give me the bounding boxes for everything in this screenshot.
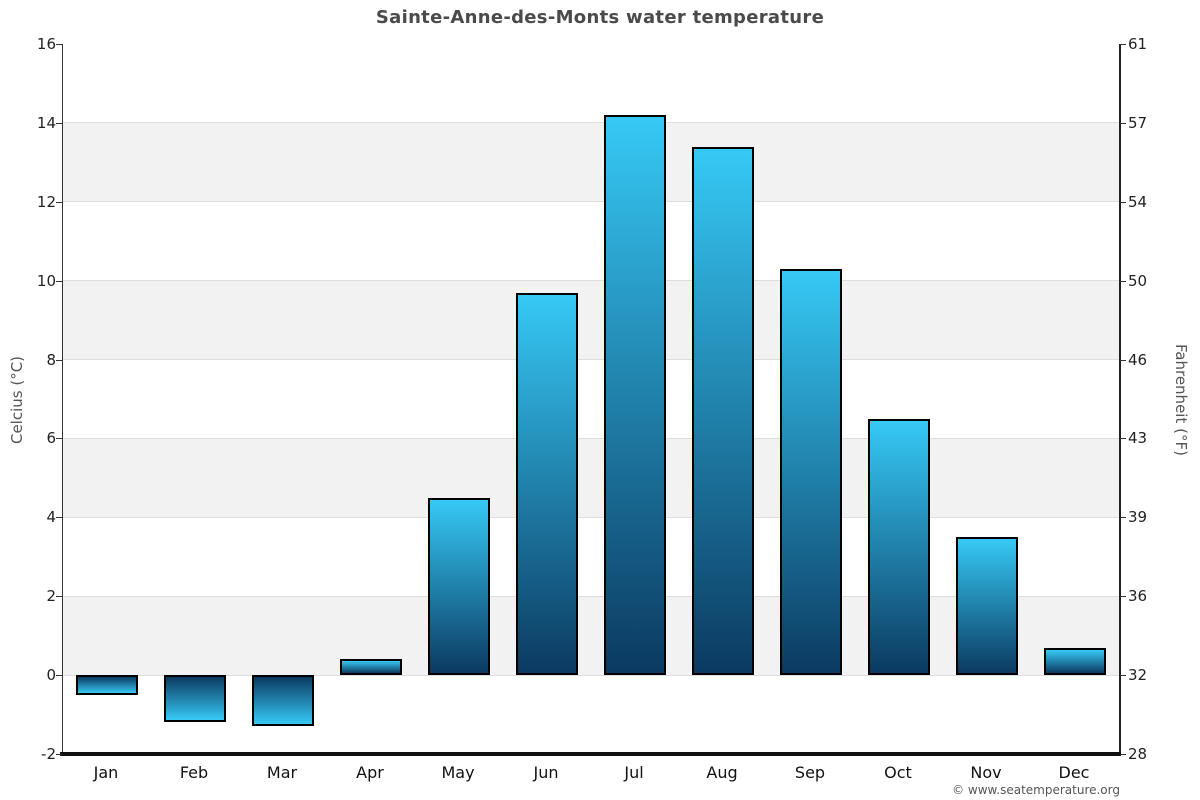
bar-oct [868,418,930,676]
fahrenheit-tick-mark [1120,201,1126,203]
gridline [63,280,1119,282]
celsius-tick-label: 6 [46,429,56,448]
fahrenheit-tick-label: 28 [1128,745,1148,763]
bar-feb [164,675,226,723]
bar-aug [692,146,754,676]
celsius-tick-label: 2 [46,587,56,606]
month-label-jul: Jul [624,763,644,782]
copyright-attribution: © www.seatemperature.org [952,783,1120,797]
background-band [63,517,1119,597]
month-label-sep: Sep [794,763,826,782]
fahrenheit-tick-label: 39 [1128,508,1148,527]
fahrenheit-tick-label: 46 [1128,350,1148,369]
celsius-tick-label: -2 [41,745,56,763]
bar-jun [516,292,578,676]
fahrenheit-tick-label: 50 [1128,271,1148,290]
fahrenheit-axis-title: Fahrenheit (°F) [1172,344,1190,456]
background-band [63,280,1119,360]
gridline [63,359,1119,361]
x-axis-line [60,752,1121,756]
celsius-tick-label: 0 [46,666,56,685]
gridline [63,122,1119,124]
celsius-tick-mark [56,122,62,124]
fahrenheit-tick-mark [1120,675,1126,677]
celsius-tick-label: 8 [46,350,56,369]
background-band [63,122,1119,202]
celsius-tick-mark [56,517,62,519]
celsius-tick-mark [56,201,62,203]
celsius-tick-label: 14 [36,113,56,132]
month-label-jan: Jan [93,763,119,782]
bar-nov [956,537,1018,676]
gridline [63,201,1119,203]
celsius-tick-label: 10 [36,271,56,290]
month-label-nov: Nov [970,763,1002,782]
month-label-oct: Oct [884,763,912,782]
celsius-tick-mark [56,754,62,755]
bar-dec [1044,647,1106,676]
fahrenheit-tick-mark [1120,280,1126,282]
background-band [63,201,1119,281]
celsius-tick-mark [56,280,62,282]
bar-may [428,497,490,676]
fahrenheit-tick-mark [1120,44,1126,45]
celsius-tick-label: 16 [36,35,56,53]
fahrenheit-tick-label: 61 [1128,35,1148,53]
fahrenheit-tick-label: 36 [1128,587,1148,606]
bar-apr [340,659,402,676]
fahrenheit-tick-mark [1120,122,1126,124]
bar-jul [604,115,666,676]
background-band [63,44,1119,123]
fahrenheit-tick-label: 32 [1128,666,1148,685]
gridline [63,674,1119,676]
celsius-tick-label: 4 [46,508,56,527]
celsius-tick-label: 12 [36,192,56,211]
month-label-jun: Jun [533,763,559,782]
month-label-apr: Apr [356,763,384,782]
month-label-feb: Feb [179,763,209,782]
chart-title: Sainte-Anne-des-Monts water temperature [375,7,825,28]
celsius-tick-mark [56,675,62,677]
month-label-dec: Dec [1058,763,1090,782]
fahrenheit-tick-mark [1120,596,1126,598]
gridline [63,595,1119,597]
background-band [63,596,1119,676]
background-band [63,438,1119,518]
fahrenheit-tick-mark [1120,438,1126,440]
gridline [63,437,1119,439]
fahrenheit-tick-label: 43 [1128,429,1148,448]
fahrenheit-tick-label: 57 [1128,113,1148,132]
background-band [63,359,1119,439]
bar-mar [252,675,314,727]
bar-jan [76,675,138,695]
fahrenheit-tick-label: 54 [1128,192,1148,211]
gridline [63,516,1119,518]
celsius-tick-mark [56,359,62,361]
celsius-tick-mark [56,438,62,440]
celsius-tick-mark [56,44,62,45]
month-label-aug: Aug [706,763,738,782]
chart-plot-area [62,44,1121,754]
fahrenheit-tick-mark [1120,517,1126,519]
fahrenheit-tick-mark [1120,359,1126,361]
celsius-tick-mark [56,596,62,598]
fahrenheit-tick-mark [1120,754,1126,755]
month-label-mar: Mar [266,763,298,782]
month-label-may: May [441,763,475,782]
background-band [63,675,1119,754]
bar-sep [780,268,842,676]
